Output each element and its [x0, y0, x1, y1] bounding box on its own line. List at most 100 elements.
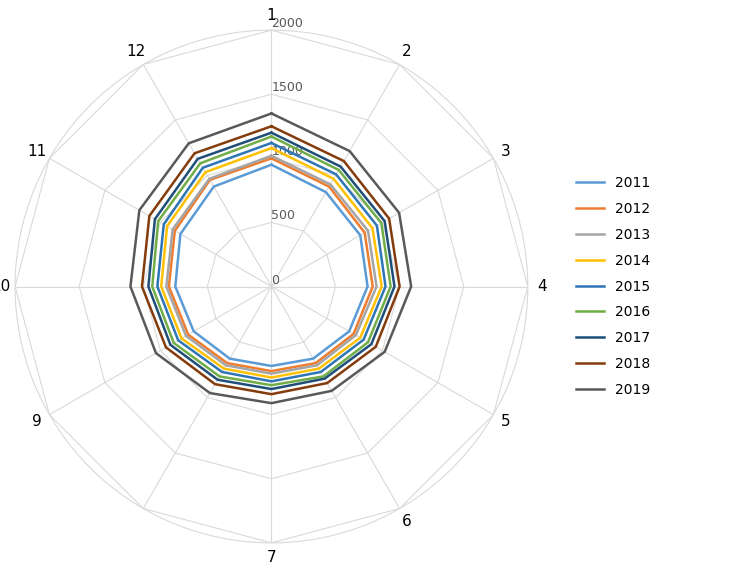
2017	[380, 218, 389, 225]
2017	[267, 129, 276, 136]
2012	[164, 283, 173, 290]
2012	[205, 176, 214, 183]
2017	[150, 216, 159, 223]
2017	[213, 376, 222, 383]
2011	[356, 232, 365, 239]
2018	[137, 283, 146, 290]
2018	[145, 213, 154, 219]
2012	[368, 283, 377, 290]
2014	[157, 283, 166, 290]
2013	[182, 332, 191, 339]
2013	[267, 152, 276, 159]
2017	[267, 386, 276, 393]
2013	[351, 332, 360, 339]
Line: 2012: 2012	[169, 158, 372, 371]
2011	[308, 355, 317, 362]
2017	[367, 341, 376, 348]
2012	[360, 229, 369, 236]
Line: 2018: 2018	[142, 126, 400, 394]
2013	[267, 152, 276, 159]
2015	[372, 222, 382, 229]
2011	[170, 283, 179, 290]
2015	[359, 336, 368, 343]
2013	[267, 370, 276, 377]
2018	[323, 380, 332, 387]
2019	[267, 110, 276, 117]
2014	[163, 223, 172, 230]
2016	[267, 382, 276, 388]
2019	[345, 148, 354, 155]
2011	[176, 230, 185, 237]
2019	[380, 348, 389, 355]
2015	[159, 221, 168, 228]
2012	[170, 227, 179, 234]
2014	[267, 144, 276, 151]
2019	[267, 110, 276, 117]
2017	[166, 342, 175, 348]
Line: 2013: 2013	[167, 156, 376, 374]
2015	[381, 283, 390, 290]
2012	[311, 360, 320, 367]
2012	[324, 183, 333, 190]
2018	[267, 123, 276, 129]
2017	[193, 155, 202, 162]
2011	[225, 355, 234, 362]
2018	[267, 391, 276, 398]
2015	[267, 139, 276, 146]
2011	[267, 161, 276, 168]
2013	[363, 227, 372, 234]
2016	[154, 218, 163, 225]
2017	[390, 283, 399, 290]
2013	[326, 181, 335, 188]
Line: 2017: 2017	[149, 133, 394, 389]
2016	[148, 283, 157, 290]
2011	[209, 183, 218, 190]
2014	[356, 334, 365, 341]
2016	[334, 167, 343, 174]
Line: 2011: 2011	[175, 164, 367, 366]
2014	[368, 225, 377, 231]
2016	[319, 373, 328, 380]
2019	[152, 350, 161, 356]
Legend: 2011, 2012, 2013, 2014, 2015, 2016, 2017, 2018, 2019: 2011, 2012, 2013, 2014, 2015, 2016, 2017…	[576, 176, 650, 397]
2015	[267, 378, 276, 385]
2019	[406, 283, 415, 290]
2016	[363, 339, 372, 346]
Line: 2016: 2016	[152, 136, 391, 385]
2014	[201, 168, 210, 175]
2011	[189, 328, 198, 335]
2019	[126, 283, 135, 290]
2014	[177, 335, 186, 342]
2012	[184, 331, 193, 338]
2011	[321, 189, 330, 195]
2016	[267, 133, 276, 140]
2015	[316, 368, 325, 375]
2013	[162, 283, 171, 290]
2019	[135, 207, 144, 214]
2015	[267, 139, 276, 146]
2019	[327, 387, 336, 394]
2012	[267, 155, 276, 162]
2017	[144, 283, 153, 290]
2015	[332, 171, 341, 178]
2016	[169, 339, 178, 346]
2016	[377, 219, 386, 226]
2015	[218, 368, 227, 375]
2013	[372, 283, 381, 290]
2016	[196, 160, 205, 167]
2015	[198, 164, 207, 171]
2012	[267, 368, 276, 375]
Line: 2019: 2019	[130, 113, 411, 403]
2013	[168, 226, 177, 233]
2018	[339, 158, 348, 164]
2017	[267, 129, 276, 136]
Line: 2015: 2015	[158, 143, 385, 382]
2019	[205, 390, 214, 397]
2013	[312, 362, 321, 369]
2011	[363, 283, 372, 290]
2018	[385, 215, 394, 222]
2017	[320, 375, 329, 382]
2015	[173, 337, 182, 344]
2013	[222, 362, 231, 369]
2014	[314, 365, 323, 372]
